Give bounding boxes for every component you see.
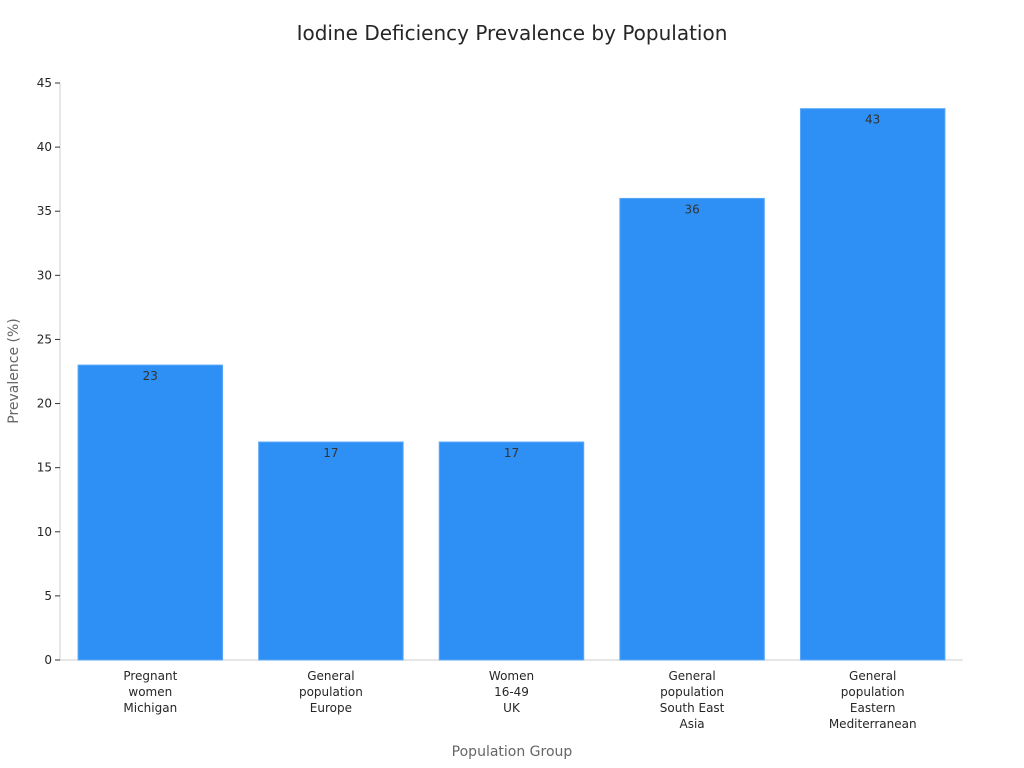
- data-label: 43: [865, 113, 880, 127]
- x-tick-label: General population South East Asia: [660, 669, 725, 731]
- x-tick-label-line: women: [128, 685, 172, 699]
- y-tick-label: 45: [37, 76, 52, 90]
- x-tick-label-line: General: [849, 669, 896, 683]
- bar: [619, 197, 765, 661]
- x-tick-label-line: Eastern: [850, 701, 896, 715]
- bar: [258, 441, 404, 661]
- data-label: 17: [323, 446, 338, 460]
- x-tick-label-line: 16-49: [494, 685, 529, 699]
- x-tick-label-line: General: [307, 669, 354, 683]
- y-tick-label: 15: [37, 461, 52, 475]
- x-tick-label-line: Michigan: [123, 701, 177, 715]
- x-tick-label: General population Europe: [299, 669, 363, 715]
- data-label: 23: [143, 369, 158, 383]
- x-tick-label-line: Europe: [310, 701, 352, 715]
- bar: [438, 441, 585, 661]
- y-axis-label: Prevalence (%): [6, 318, 22, 424]
- y-tick-label: 5: [44, 589, 52, 603]
- x-tick-label: General population Eastern Mediterranean: [829, 669, 917, 731]
- x-tick-label: Women 16-49 UK: [489, 669, 534, 715]
- bar: [799, 108, 946, 661]
- y-tick-label: 20: [37, 397, 52, 411]
- y-tick-label: 35: [37, 204, 52, 218]
- y-tick-label: 30: [37, 268, 52, 282]
- x-tick-label-line: South East: [660, 701, 725, 715]
- y-tick-label: 25: [37, 332, 52, 346]
- x-tick-label-line: UK: [503, 701, 521, 715]
- bar: [77, 364, 224, 661]
- y-tick-label: 40: [37, 140, 52, 154]
- chart-title: Iodine Deficiency Prevalence by Populati…: [297, 21, 728, 45]
- x-axis-label: Population Group: [452, 744, 573, 760]
- x-tick-label-line: population: [299, 685, 363, 699]
- x-tick-label: Pregnant women Michigan: [123, 669, 177, 715]
- data-label: 17: [504, 446, 519, 460]
- y-tick-label: 0: [44, 653, 52, 667]
- y-tick-label: 10: [37, 525, 52, 539]
- x-tick-label-line: population: [841, 685, 905, 699]
- x-tick-label-line: General: [668, 669, 715, 683]
- x-tick-label-line: population: [660, 685, 724, 699]
- x-tick-label-line: Mediterranean: [829, 717, 917, 731]
- x-tick-label-line: Pregnant: [123, 669, 177, 683]
- x-tick-label-line: Women: [489, 669, 534, 683]
- x-tick-label-line: Asia: [680, 717, 705, 731]
- data-label: 36: [684, 202, 699, 216]
